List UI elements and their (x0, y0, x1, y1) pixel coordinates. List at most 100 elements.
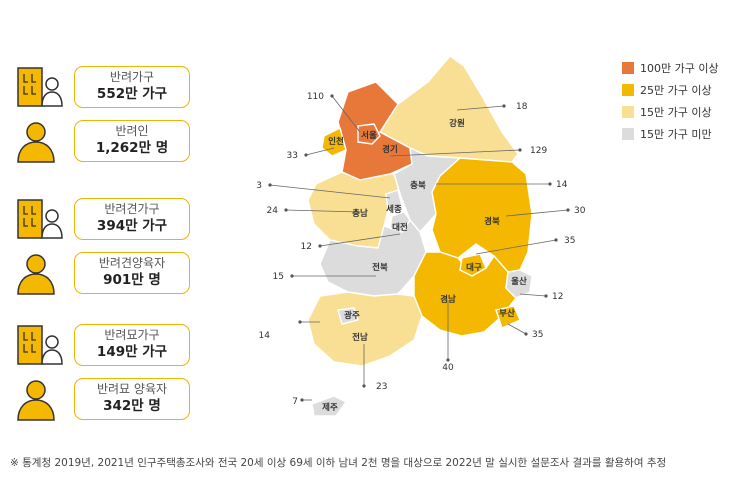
person-icon (17, 122, 55, 163)
stat-value: 901만 명 (103, 272, 161, 288)
region-세종 (385, 189, 403, 211)
callout-value: 15 (273, 272, 284, 282)
legend-swatch (622, 106, 634, 118)
person-icon (17, 380, 55, 421)
callout-line (507, 323, 527, 335)
callout-dot (518, 148, 522, 152)
legend-item: 100만 가구 이상 (622, 58, 719, 78)
region-전남 (307, 291, 423, 367)
legend: 100만 가구 이상 25만 가구 이상 15만 가구 이상 15만 가구 미만 (622, 58, 719, 146)
region-label: 경남 (440, 294, 456, 305)
callout-line (389, 149, 521, 157)
callout-line (505, 209, 569, 217)
region-label: 강원 (449, 118, 465, 129)
stat-value: 1,262만 명 (95, 140, 169, 156)
stat-value: 394만 가구 (96, 218, 168, 234)
household-icon (17, 199, 63, 239)
stat-box: 반려견가구 394만 가구 (74, 198, 190, 240)
callout-dot (318, 244, 322, 248)
stat-row-cat-households: 반려묘가구 149만 가구 (14, 322, 190, 368)
stat-row-cat-owners: 반려묘 양육자 342만 명 (14, 376, 190, 422)
stat-box: 반려견양육자 901만 명 (74, 252, 190, 294)
callout-dot (446, 358, 450, 362)
region-광주 (337, 307, 359, 325)
callout-value: 23 (376, 382, 387, 392)
callout-line (475, 239, 557, 255)
callout-value: 14 (259, 331, 271, 341)
region-label: 서울 (361, 130, 377, 141)
region-label: 대전 (392, 222, 408, 233)
region-label: 인천 (328, 136, 344, 147)
region-label: 전남 (352, 332, 368, 343)
household-icon (17, 67, 63, 107)
footnote: ※ 통계청 2019년, 2021년 인구주택총조사와 전국 20세 이상 69… (10, 457, 667, 469)
callout-line (285, 209, 361, 213)
region-충북 (393, 146, 462, 234)
stat-box: 반려묘가구 149만 가구 (74, 324, 190, 366)
legend-label: 100만 가구 이상 (640, 62, 719, 75)
callout-dot (304, 153, 308, 157)
region-대구 (459, 253, 487, 277)
stat-label: 반려견양육자 (98, 256, 166, 270)
callout-value: 35 (564, 236, 575, 246)
legend-label: 15만 가구 미만 (640, 128, 712, 141)
stat-value: 342만 명 (103, 398, 161, 414)
region-label: 세종 (386, 204, 402, 215)
stat-box: 반려인 1,262만 명 (74, 120, 190, 162)
callout-value: 18 (516, 102, 528, 112)
legend-item: 15만 가구 이상 (622, 102, 719, 122)
stat-label: 반려견가구 (104, 202, 160, 216)
region-label: 경북 (484, 216, 500, 227)
callout-line (331, 95, 361, 133)
region-label: 울산 (511, 276, 527, 287)
callout-line (305, 147, 335, 156)
callout-dot (524, 332, 528, 336)
legend-item: 25만 가구 이상 (622, 80, 719, 100)
stat-box: 반려가구 552만 가구 (74, 66, 190, 108)
callout-value: 12 (552, 292, 563, 302)
callout-line (319, 233, 401, 247)
region-label: 부산 (499, 308, 515, 319)
callout-line (519, 293, 547, 297)
region-서울 (357, 123, 381, 145)
stat-label: 반려인 (115, 124, 149, 138)
legend-swatch (622, 128, 634, 140)
region-제주 (311, 395, 348, 417)
stat-row-pet-households: 반려가구 552만 가구 (14, 64, 190, 110)
callout-dot (290, 274, 294, 278)
callout-line (456, 105, 505, 111)
callout-value: 7 (292, 397, 298, 407)
region-울산 (505, 269, 533, 299)
region-label: 경기 (382, 144, 398, 155)
callout-dot (502, 104, 506, 108)
callout-value: 35 (532, 330, 543, 340)
callout-value: 110 (307, 92, 324, 102)
callout-value: 3 (256, 181, 262, 191)
callout-value: 129 (530, 146, 547, 156)
stat-row-dog-owners: 반려견양육자 901만 명 (14, 250, 190, 296)
callout-dot (284, 208, 288, 212)
region-label: 전북 (372, 262, 388, 273)
callout-dot (298, 320, 302, 324)
callout-value: 14 (556, 180, 568, 190)
callout-dot (362, 384, 366, 388)
callout-value: 33 (287, 151, 298, 161)
stat-box: 반려묘 양육자 342만 명 (74, 378, 190, 420)
person-icon (17, 254, 55, 295)
stat-label: 반려묘가구 (104, 328, 160, 342)
stat-row-pet-owners: 반려인 1,262만 명 (14, 118, 190, 164)
region-부산 (495, 305, 521, 329)
legend-swatch (622, 62, 634, 74)
household-icon (17, 325, 63, 365)
stat-value: 149만 가구 (96, 344, 168, 360)
legend-swatch (622, 84, 634, 96)
callout-value: 40 (442, 363, 454, 373)
legend-item: 15만 가구 미만 (622, 124, 719, 144)
region-label: 대구 (466, 262, 482, 273)
callout-value: 12 (301, 242, 312, 252)
stat-row-dog-households: 반려견가구 394만 가구 (14, 196, 190, 242)
callout-dot (268, 183, 272, 187)
callout-value: 30 (574, 206, 586, 216)
region-대전 (389, 211, 411, 233)
